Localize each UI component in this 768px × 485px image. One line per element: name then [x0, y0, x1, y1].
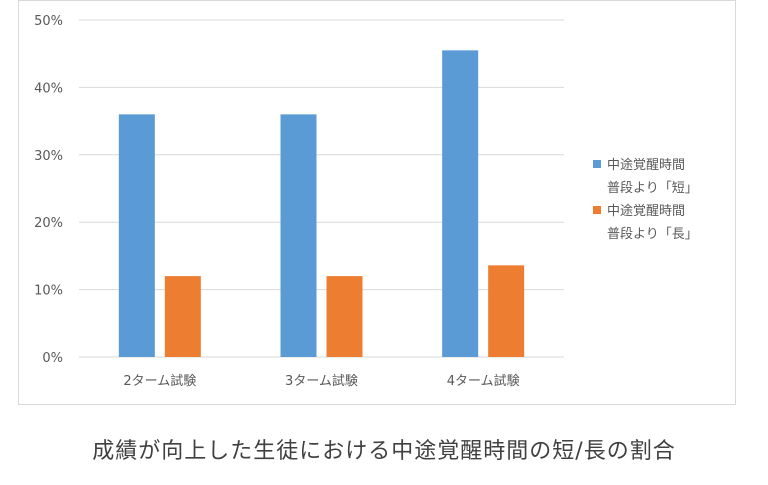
x-tick-label: 3ターム試験 — [285, 373, 358, 389]
bar-chart: 0% 10% 20% 30% 40% 50% 2ターム試験 3ターム試験 4ターム試験 中途覚醒時… — [34, 14, 698, 389]
legend-label: 普段より「短」 — [607, 181, 698, 196]
bar-short — [280, 114, 317, 357]
y-tick-label: 40% — [34, 81, 63, 96]
y-tick-label: 20% — [34, 216, 63, 231]
y-tick-label: 30% — [34, 149, 63, 164]
chart-caption: 成績が向上した生徒における中途覚醒時間の短/長の割合 — [92, 439, 676, 464]
y-tick-label: 0% — [42, 351, 63, 366]
x-tick-label: 4ターム試験 — [447, 373, 520, 389]
legend-swatch — [593, 160, 601, 168]
bar-long — [326, 276, 363, 357]
legend-label: 中途覚醒時間 — [607, 203, 685, 219]
legend-label: 中途覚醒時間 — [607, 157, 685, 173]
bar-long — [164, 276, 201, 357]
bar-short — [442, 50, 479, 358]
legend-label: 普段より「長」 — [607, 227, 698, 242]
x-tick-label: 2ターム試験 — [123, 373, 196, 389]
legend-swatch — [593, 206, 601, 214]
bar-short — [118, 114, 155, 357]
bar-long — [488, 265, 525, 357]
chart-frame: 0% 10% 20% 30% 40% 50% 2ターム試験 3ターム試験 4ターム試験 中途覚醒時… — [18, 0, 736, 405]
y-tick-label: 10% — [34, 284, 63, 299]
y-tick-label: 50% — [34, 14, 63, 29]
